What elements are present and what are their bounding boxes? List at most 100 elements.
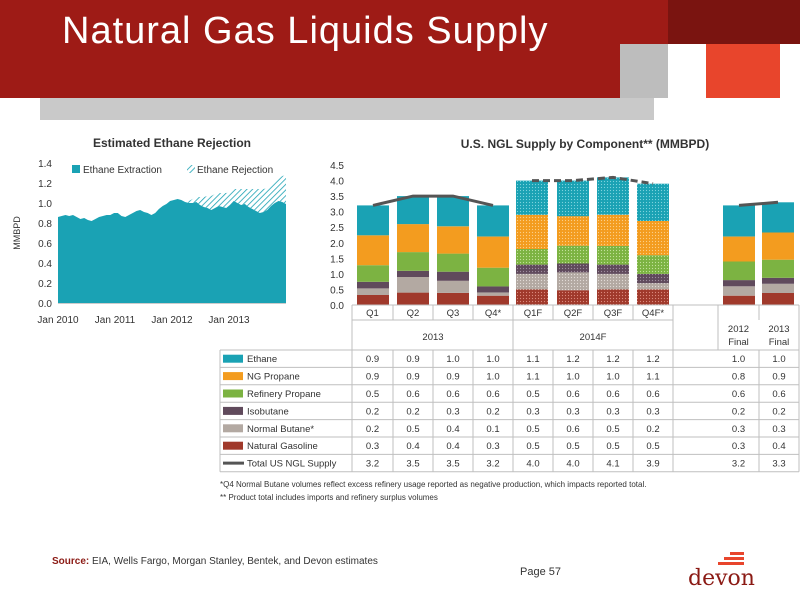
right-y-tick-label: 0.5 — [330, 285, 344, 296]
bar-segment-ng-propane — [516, 214, 548, 249]
left-y-tick-label: 1.4 — [38, 159, 52, 170]
table-cell-total-supply: 4.1 — [606, 459, 619, 470]
ethane-rejection-chart: Estimated Ethane Rejection MMBPD 0.0 0.2 0.4… — [12, 136, 286, 326]
table-cell-refinery-propane: 0.6 — [646, 389, 659, 400]
left-y-tick-label: 0.8 — [38, 219, 52, 230]
bar-segment-isobutane — [477, 286, 509, 293]
bar-segment-ng-propane — [762, 232, 794, 260]
table-cell-natural-gasoline: 0.5 — [526, 441, 539, 452]
bar-segment-natural-gasoline — [397, 292, 429, 305]
bar-segment-natural-gasoline — [477, 295, 509, 305]
bar-segment-ng-propane — [723, 236, 755, 262]
table-cell-natural-gasoline: 0.5 — [566, 441, 579, 452]
table-row-label-isobutane: Isobutane — [247, 406, 289, 417]
table-cell-normal-butane: 0.1 — [486, 424, 499, 435]
left-x-tick-label: Jan 2012 — [151, 315, 193, 326]
left-y-tick-label: 0.2 — [38, 279, 52, 290]
legend-label-ethane-rejection: Ethane Rejection — [197, 165, 273, 176]
right-y-tick-label: 3.0 — [330, 208, 344, 219]
bar-segment-refinery-propane — [637, 255, 669, 274]
right-y-tick-label: 2.5 — [330, 223, 344, 234]
left-y-axis-label: MMBPD — [12, 216, 22, 250]
bar-segment-ethane — [357, 205, 389, 236]
table-category-label: Q3F — [604, 308, 623, 319]
bar-segment-isobutane — [397, 270, 429, 277]
table-category-label: Q4F* — [642, 308, 664, 319]
table-cell-isobutane: 0.3 — [606, 406, 619, 417]
table-cell-normal-butane: 0.5 — [406, 424, 419, 435]
bar-segment-refinery-propane — [762, 259, 794, 278]
total-supply-line — [738, 200, 779, 207]
bar-segment-ng-propane — [397, 224, 429, 253]
source-label: Source: — [52, 556, 90, 567]
bar-segment-ng-propane — [557, 216, 589, 246]
table-category-label: Q3 — [447, 308, 460, 319]
table-cell-total-supply: 3.5 — [446, 459, 459, 470]
bar-segment-isobutane — [357, 281, 389, 289]
banner-light-block — [620, 44, 668, 98]
table-cell-refinery-propane: 0.6 — [486, 389, 499, 400]
bar-segment-refinery-propane — [437, 253, 469, 272]
table-cell-normal-butane: 0.5 — [606, 424, 619, 435]
bar-segment-isobutane — [637, 273, 669, 284]
bar-segment-isobutane — [516, 264, 548, 274]
table-cell-isobutane: 0.3 — [446, 406, 459, 417]
table-cell-ethane: 1.0 — [486, 354, 499, 365]
bar-segment-natural-gasoline — [762, 292, 794, 305]
bar-segment-normal-butane — [437, 280, 469, 293]
left-y-tick-label: 0.6 — [38, 239, 52, 250]
bar-segment-ng-propane — [357, 235, 389, 266]
table-cell-ng-propane: 0.8 — [732, 372, 745, 383]
bar-segment-refinery-propane — [723, 261, 755, 281]
table-cell-normal-butane: 0.2 — [646, 424, 659, 435]
right-y-tick-label: 1.5 — [330, 254, 344, 265]
table-cell-ng-propane: 1.0 — [606, 372, 619, 383]
bar-segment-ng-propane — [437, 226, 469, 254]
table-cell-isobutane: 0.2 — [406, 406, 419, 417]
table-cell-natural-gasoline: 0.4 — [406, 441, 419, 452]
table-cell-isobutane: 0.3 — [526, 406, 539, 417]
table-cell-isobutane: 0.2 — [772, 406, 785, 417]
table-cell-refinery-propane: 0.6 — [772, 389, 785, 400]
left-x-tick-label: Jan 2013 — [208, 315, 250, 326]
bar-segment-ethane — [723, 205, 755, 237]
table-cell-natural-gasoline: 0.5 — [606, 441, 619, 452]
table-cell-ng-propane: 1.0 — [566, 372, 579, 383]
table-swatch-refinery-propane — [223, 389, 243, 398]
table-cell-ng-propane: 1.0 — [486, 372, 499, 383]
table-cell-ethane: 1.1 — [526, 354, 539, 365]
bar-segment-normal-butane — [557, 272, 589, 291]
table-row-label-refinery-propane: Refinery Propane — [247, 389, 321, 400]
table-cell-total-supply: 3.3 — [772, 459, 785, 470]
table-cell-ethane: 0.9 — [366, 354, 379, 365]
bar-segment-ethane — [397, 196, 429, 225]
bar-segment-refinery-propane — [477, 267, 509, 287]
table-swatch-ng-propane — [223, 372, 243, 381]
bar-segment-isobutane — [762, 277, 794, 284]
table-cell-total-supply: 4.0 — [526, 459, 539, 470]
table-swatch-natural-gasoline — [223, 441, 243, 450]
table-cell-total-supply: 3.2 — [486, 459, 499, 470]
table-cell-normal-butane: 0.6 — [566, 424, 579, 435]
bar-segment-ng-propane — [597, 214, 629, 246]
bar-segment-refinery-propane — [357, 265, 389, 282]
table-cell-ethane: 1.0 — [772, 354, 785, 365]
table-category-label: 2012 — [728, 324, 749, 335]
table-cell-isobutane: 0.3 — [566, 406, 579, 417]
table-cell-normal-butane: 0.2 — [366, 424, 379, 435]
ethane-rejection-area — [58, 175, 286, 221]
table-cell-natural-gasoline: 0.4 — [772, 441, 785, 452]
bar-segment-ethane — [637, 183, 669, 221]
table-cell-normal-butane: 0.4 — [446, 424, 459, 435]
bar-segment-natural-gasoline — [557, 290, 589, 305]
source-text: EIA, Wells Fargo, Morgan Stanley, Bentek… — [92, 556, 378, 567]
bar-segment-normal-butane — [637, 283, 669, 290]
left-y-tick-label: 1.0 — [38, 199, 52, 210]
bar-segment-normal-butane — [357, 288, 389, 295]
bar-segment-refinery-propane — [597, 245, 629, 265]
bar-segment-normal-butane — [477, 292, 509, 296]
table-cell-ethane: 1.0 — [732, 354, 745, 365]
bar-segment-isobutane — [723, 280, 755, 287]
table-cell-natural-gasoline: 0.3 — [486, 441, 499, 452]
